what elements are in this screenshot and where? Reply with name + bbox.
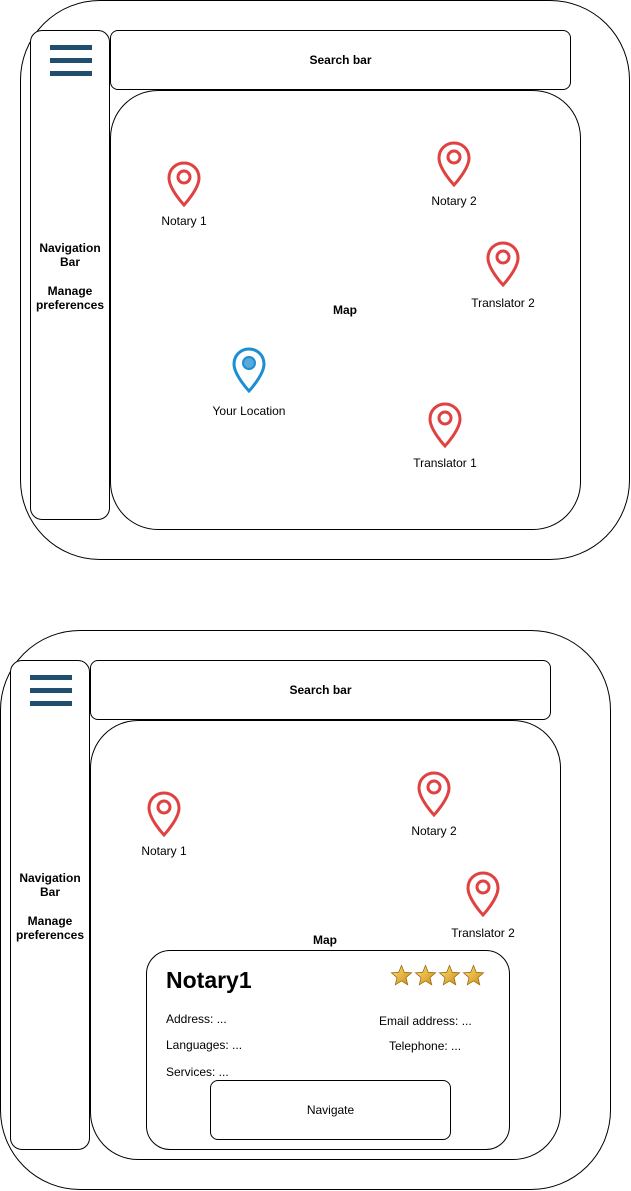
card-title: Notary1 [166,967,252,993]
manage-preferences-label[interactable]: Manage preferences [15,914,85,942]
search-bar-label: Search bar [309,53,372,67]
rating-stars [390,964,485,987]
pin-label-notary-2: Notary 2 [411,824,457,838]
map-pin-icon[interactable] [486,241,520,287]
pin-label-notary-2: Notary 2 [431,194,477,208]
map-pin-icon[interactable] [466,871,500,917]
location-pin-icon[interactable] [232,347,266,393]
navigation-bar-1[interactable]: Navigation Bar Manage preferences [30,30,110,520]
navigation-bar-2[interactable]: Navigation Bar Manage preferences [10,660,90,1150]
map-label: Map [313,933,337,947]
languages-field: Languages: ... [166,1038,243,1052]
star-icon [390,964,413,986]
map-pin-icon[interactable] [428,402,462,448]
notary-info-card: Notary1 Address: ... Languages: ... Serv… [146,950,510,1150]
map-pin-icon[interactable] [167,161,201,207]
search-bar-label: Search bar [289,683,352,697]
pin-label-translator-2: Translator 2 [451,926,515,940]
star-icon [462,964,485,986]
navigation-bar-label: Navigation Bar [19,871,81,899]
pin-label-notary-1: Notary 1 [161,214,207,228]
pin-label-your-location: Your Location [212,404,286,418]
star-icon [414,964,437,986]
navigate-button-label: Navigate [306,1103,355,1117]
address-field: Address: ... [166,1012,227,1026]
map-pin-icon[interactable] [147,791,181,837]
search-bar-1[interactable]: Search bar [110,30,571,90]
map-pin-icon[interactable] [437,141,471,187]
search-bar-2[interactable]: Search bar [90,660,551,720]
telephone-field: Telephone: ... [389,1039,462,1053]
hamburger-menu-icon[interactable] [50,45,92,79]
map-pin-icon[interactable] [417,771,451,817]
navigate-button[interactable]: Navigate [210,1080,451,1140]
navigation-bar-label: Navigation Bar [39,241,101,269]
star-icon [438,964,461,986]
map-label: Map [333,303,357,317]
hamburger-menu-icon[interactable] [30,675,72,709]
services-field: Services: ... [166,1065,229,1079]
manage-preferences-label[interactable]: Manage preferences [35,284,105,312]
pin-label-translator-2: Translator 2 [471,296,535,310]
pin-label-translator-1: Translator 1 [413,456,477,470]
email-field: Email address: ... [379,1014,472,1028]
pin-label-notary-1: Notary 1 [141,844,187,858]
